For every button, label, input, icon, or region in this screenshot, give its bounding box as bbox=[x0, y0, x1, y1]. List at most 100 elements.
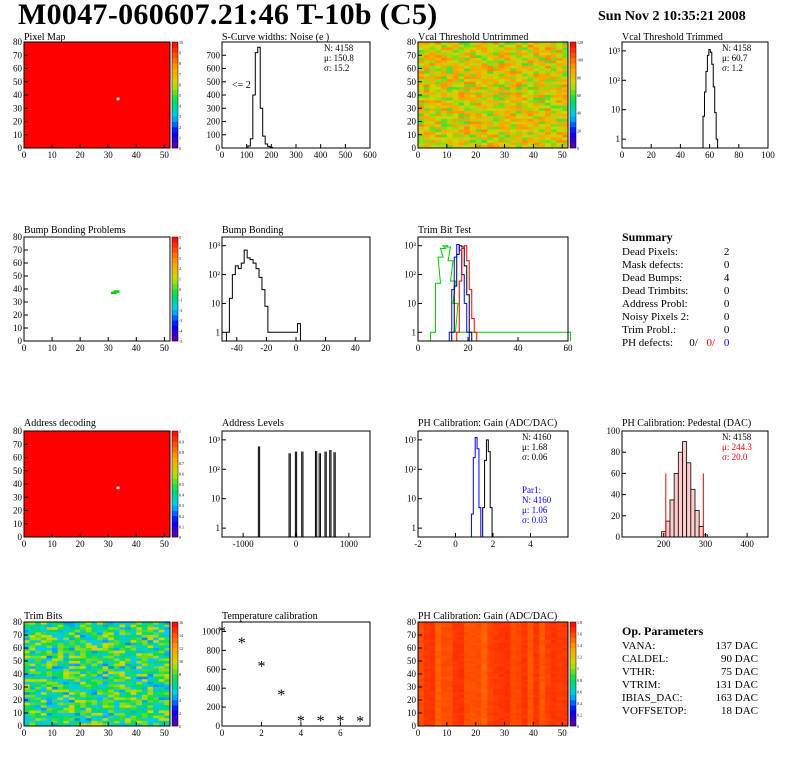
heatmap-cell bbox=[539, 102, 546, 106]
heatmap-cell bbox=[85, 629, 92, 633]
heatmap-cell bbox=[544, 126, 552, 130]
heatmap-cell bbox=[521, 68, 529, 72]
heatmap-cell bbox=[516, 622, 523, 625]
heatmap-cell bbox=[141, 668, 148, 672]
heatmap-cell bbox=[102, 713, 109, 716]
heatmap-cell bbox=[97, 658, 104, 662]
color-scale-label: 0.4 bbox=[577, 701, 582, 706]
heatmap-cell bbox=[141, 676, 148, 680]
heatmap-cell bbox=[481, 684, 488, 688]
heatmap-cell bbox=[493, 89, 500, 93]
heatmap-cell bbox=[429, 681, 436, 685]
heatmap-cell bbox=[458, 126, 465, 130]
heatmap-cell bbox=[125, 687, 132, 690]
heatmap-cell bbox=[521, 624, 529, 628]
heatmap-cell bbox=[91, 637, 98, 641]
heatmap-cell bbox=[469, 632, 477, 636]
heatmap-cell bbox=[469, 694, 477, 698]
stat-label: σ: 20.0 bbox=[722, 452, 748, 462]
heatmap-cell bbox=[504, 105, 511, 109]
heatmap-cell bbox=[57, 671, 64, 675]
heatmap-cell bbox=[562, 720, 569, 724]
heatmap-cell bbox=[562, 702, 569, 706]
heatmap-cell bbox=[550, 629, 557, 633]
heatmap-cell bbox=[441, 81, 448, 85]
heatmap-cell bbox=[464, 79, 471, 83]
heatmap-cell bbox=[550, 110, 557, 114]
color-scale-label: -3 bbox=[179, 318, 182, 323]
heatmap-cell bbox=[153, 663, 160, 667]
heatmap-cell bbox=[136, 661, 143, 664]
heatmap-cell bbox=[556, 89, 563, 93]
heatmap-cell bbox=[435, 689, 442, 693]
heatmap-cell bbox=[481, 671, 488, 675]
heatmap-cell bbox=[498, 92, 505, 96]
series-0-bin bbox=[440, 256, 441, 258]
heatmap-cell bbox=[493, 671, 500, 675]
heatmap-cell bbox=[521, 713, 529, 716]
y-tick-label: 0 bbox=[18, 143, 23, 153]
heatmap-cell bbox=[452, 63, 459, 67]
histogram-bin bbox=[257, 268, 258, 270]
heatmap-cell bbox=[544, 44, 552, 48]
heatmap-cell bbox=[544, 668, 552, 672]
heatmap-cell bbox=[475, 71, 482, 75]
color-scale-segment bbox=[570, 648, 576, 654]
heatmap-cell bbox=[469, 92, 477, 96]
histogram-bin bbox=[248, 257, 250, 259]
heatmap-cell bbox=[164, 689, 171, 693]
heatmap-cell bbox=[452, 715, 459, 719]
heatmap-cell bbox=[544, 60, 552, 64]
heatmap-cell bbox=[521, 650, 529, 654]
heatmap-cell bbox=[147, 627, 154, 631]
heatmap-cell bbox=[24, 666, 31, 670]
heatmap-cell bbox=[423, 658, 430, 662]
heatmap-cell bbox=[464, 694, 471, 698]
color-scale-segment bbox=[570, 73, 576, 80]
heatmap-cell bbox=[418, 52, 425, 56]
heatmap-cell bbox=[57, 668, 64, 672]
heatmap-cell bbox=[441, 42, 448, 46]
heatmap-cell bbox=[510, 68, 517, 72]
heatmap-cell bbox=[113, 697, 120, 701]
heatmap-cell bbox=[533, 718, 540, 722]
heatmap-cell bbox=[80, 710, 87, 714]
heatmap-cell bbox=[446, 102, 454, 106]
heatmap-cell bbox=[521, 668, 529, 672]
heatmap-cell bbox=[562, 645, 569, 649]
heatmap-cell bbox=[481, 126, 488, 130]
heatmap-cell bbox=[539, 81, 546, 85]
heatmap-cell bbox=[544, 637, 552, 641]
summary-value: 0 bbox=[723, 297, 730, 310]
heatmap-cell bbox=[446, 684, 454, 688]
heatmap-cell bbox=[141, 707, 148, 711]
heatmap-cell bbox=[147, 692, 154, 696]
heatmap-cell bbox=[446, 702, 454, 706]
heatmap-cell bbox=[40, 666, 47, 670]
heatmap-cell bbox=[46, 687, 53, 690]
heatmap-cell bbox=[85, 700, 92, 703]
heatmap-cell bbox=[539, 49, 546, 53]
heatmap-cell bbox=[504, 124, 511, 128]
color-scale-segment bbox=[172, 116, 178, 122]
heatmap-cell bbox=[423, 679, 430, 683]
heatmap-cell bbox=[556, 681, 563, 685]
heatmap-cell bbox=[423, 124, 430, 128]
heatmap-cell bbox=[80, 692, 87, 696]
heatmap-cell bbox=[113, 624, 120, 628]
heatmap-cell bbox=[113, 637, 120, 641]
heatmap-cell bbox=[533, 68, 540, 72]
heatmap-cell bbox=[46, 661, 53, 664]
heatmap-cell bbox=[510, 113, 517, 117]
heatmap-cell bbox=[153, 640, 160, 644]
heatmap-cell bbox=[119, 684, 126, 688]
heatmap-cell bbox=[68, 705, 75, 709]
heatmap-cell bbox=[469, 55, 477, 59]
heatmap-cell bbox=[113, 645, 120, 649]
heatmap-cell bbox=[516, 645, 523, 649]
heatmap-cell bbox=[452, 694, 459, 698]
heatmap-cell bbox=[539, 692, 546, 696]
heatmap-cell bbox=[446, 95, 454, 99]
heatmap-cell bbox=[452, 627, 459, 631]
heatmap-cell bbox=[458, 640, 465, 644]
